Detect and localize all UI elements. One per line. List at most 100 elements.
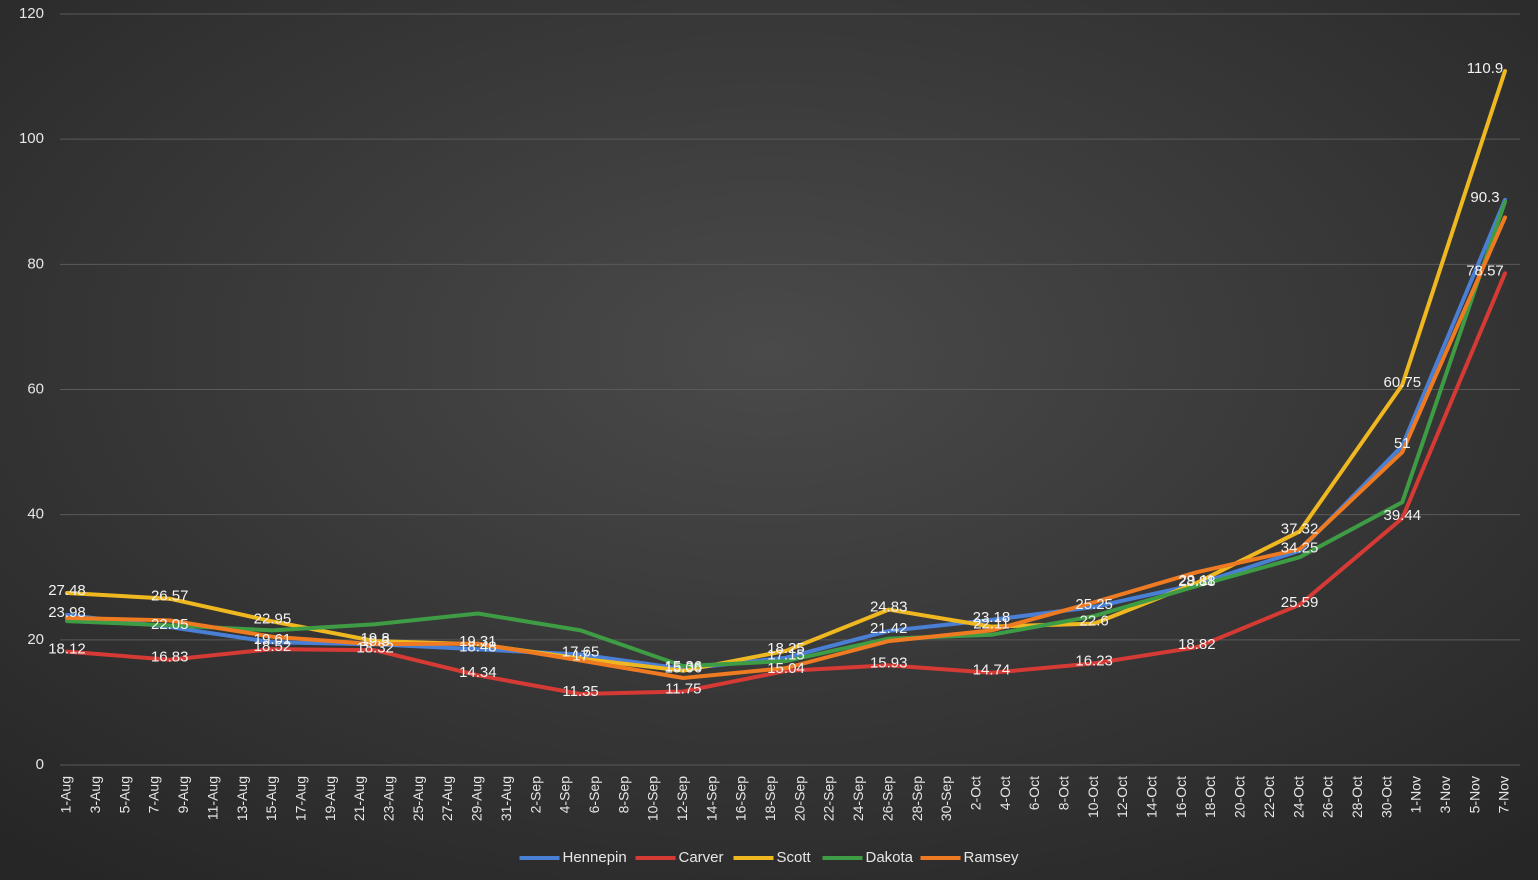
- x-tick-label: 29-Aug: [469, 776, 485, 821]
- data-label: 27.48: [48, 582, 86, 599]
- data-label: 17.15: [767, 647, 805, 664]
- data-label: 28.88: [1178, 573, 1216, 590]
- legend-label: Ramsey: [964, 849, 1020, 866]
- data-label: 24.83: [870, 599, 908, 616]
- x-tick-label: 3-Nov: [1437, 776, 1453, 813]
- x-tick-label: 26-Sep: [879, 776, 895, 821]
- data-label: 60.75: [1384, 374, 1422, 391]
- x-tick-label: 20-Oct: [1232, 776, 1248, 818]
- x-tick-label: 28-Oct: [1349, 776, 1365, 818]
- x-tick-label: 22-Sep: [821, 776, 837, 821]
- x-tick-label: 5-Nov: [1466, 776, 1482, 813]
- data-label: 34.25: [1281, 540, 1319, 557]
- data-label: 18.25: [767, 640, 805, 657]
- data-label: 26.57: [151, 588, 189, 605]
- data-label: 39.44: [1384, 507, 1422, 524]
- x-tick-label: 6-Oct: [1026, 776, 1042, 810]
- legend-label: Dakota: [866, 849, 914, 866]
- x-tick-label: 27-Aug: [439, 776, 455, 821]
- x-tick-label: 18-Oct: [1202, 776, 1218, 818]
- x-tick-label: 19-Aug: [322, 776, 338, 821]
- data-label: 25.59: [1281, 594, 1319, 611]
- x-tick-label: 15-Aug: [263, 776, 279, 821]
- data-label: 21.42: [870, 620, 908, 637]
- x-tick-label: 12-Oct: [1114, 776, 1130, 818]
- x-tick-label: 17-Aug: [292, 776, 308, 821]
- data-label: 18.48: [459, 638, 497, 655]
- y-tick-label: 80: [27, 255, 44, 272]
- x-tick-label: 10-Sep: [645, 776, 661, 821]
- data-label: 18.32: [356, 639, 394, 656]
- data-label: 19.31: [459, 633, 497, 650]
- data-label: 15.04: [767, 660, 805, 677]
- data-label: 16.23: [1075, 652, 1113, 669]
- data-label: 16.83: [151, 649, 189, 666]
- data-label: 19.8: [361, 630, 390, 647]
- data-label: 15.36: [665, 658, 703, 675]
- data-label: 110.9: [1467, 60, 1503, 77]
- x-tick-label: 7-Aug: [146, 776, 162, 813]
- y-tick-label: 60: [27, 380, 44, 397]
- data-label: 29.11: [1179, 572, 1215, 589]
- data-label: 23.98: [48, 604, 86, 621]
- legend-label: Hennepin: [563, 849, 627, 866]
- series-line: [65, 215, 1507, 680]
- data-label: 18.82: [1178, 636, 1216, 653]
- series-line: [65, 199, 1507, 669]
- x-tick-label: 22-Oct: [1261, 776, 1277, 818]
- data-label: 78.57: [1466, 262, 1504, 279]
- data-label: 37.32: [1281, 520, 1319, 537]
- x-tick-label: 26-Oct: [1320, 776, 1336, 818]
- x-tick-label: 8-Oct: [1055, 776, 1071, 810]
- data-label: 14.34: [459, 664, 497, 681]
- x-tick-label: 13-Aug: [234, 776, 250, 821]
- data-label: 90.3: [1470, 189, 1499, 206]
- x-tick-label: 23-Aug: [381, 776, 397, 821]
- x-tick-label: 5-Aug: [116, 776, 132, 813]
- x-tick-label: 20-Sep: [791, 776, 807, 821]
- x-tick-label: 28-Sep: [909, 776, 925, 821]
- x-tick-label: 16-Oct: [1173, 776, 1189, 818]
- data-label: 19.3: [361, 633, 390, 650]
- x-tick-label: 14-Oct: [1144, 776, 1160, 818]
- data-label: 17.65: [562, 644, 600, 661]
- x-tick-label: 4-Oct: [997, 776, 1013, 810]
- x-tick-label: 1-Nov: [1408, 776, 1424, 813]
- legend-label: Scott: [777, 849, 812, 866]
- x-tick-label: 11-Aug: [204, 776, 220, 820]
- data-label: 17: [572, 648, 589, 665]
- data-label: 18.12: [48, 641, 86, 658]
- x-tick-label: 30-Sep: [938, 776, 954, 821]
- y-tick-label: 20: [27, 631, 44, 648]
- x-tick-label: 24-Sep: [850, 776, 866, 821]
- x-tick-label: 10-Oct: [1085, 776, 1101, 818]
- data-label: 19.61: [254, 631, 292, 648]
- data-label: 11.75: [665, 680, 701, 697]
- data-label: 11.35: [562, 683, 598, 700]
- series-line: [65, 271, 1507, 696]
- y-tick-label: 120: [19, 5, 44, 22]
- x-tick-label: 12-Sep: [674, 776, 690, 821]
- x-tick-label: 9-Aug: [175, 776, 191, 813]
- legend-label: Carver: [679, 849, 724, 866]
- data-label: 22.11: [973, 616, 1009, 633]
- x-tick-label: 30-Oct: [1378, 776, 1394, 818]
- data-label: 22.6: [1080, 613, 1109, 630]
- x-tick-label: 8-Sep: [615, 776, 631, 814]
- x-tick-label: 16-Sep: [733, 776, 749, 821]
- x-tick-label: 21-Aug: [351, 776, 367, 821]
- x-tick-label: 2-Oct: [967, 776, 983, 810]
- y-tick-label: 0: [36, 756, 44, 773]
- x-tick-label: 31-Aug: [498, 776, 514, 821]
- x-tick-label: 4-Sep: [557, 776, 573, 814]
- x-tick-label: 24-Oct: [1290, 776, 1306, 818]
- x-tick-label: 2-Sep: [527, 776, 543, 814]
- y-tick-label: 40: [27, 506, 44, 523]
- x-tick-label: 1-Aug: [58, 776, 74, 813]
- series-line: [65, 197, 1507, 671]
- x-tick-label: 6-Sep: [586, 776, 602, 814]
- data-label: 22.95: [254, 610, 292, 627]
- x-tick-label: 14-Sep: [703, 776, 719, 821]
